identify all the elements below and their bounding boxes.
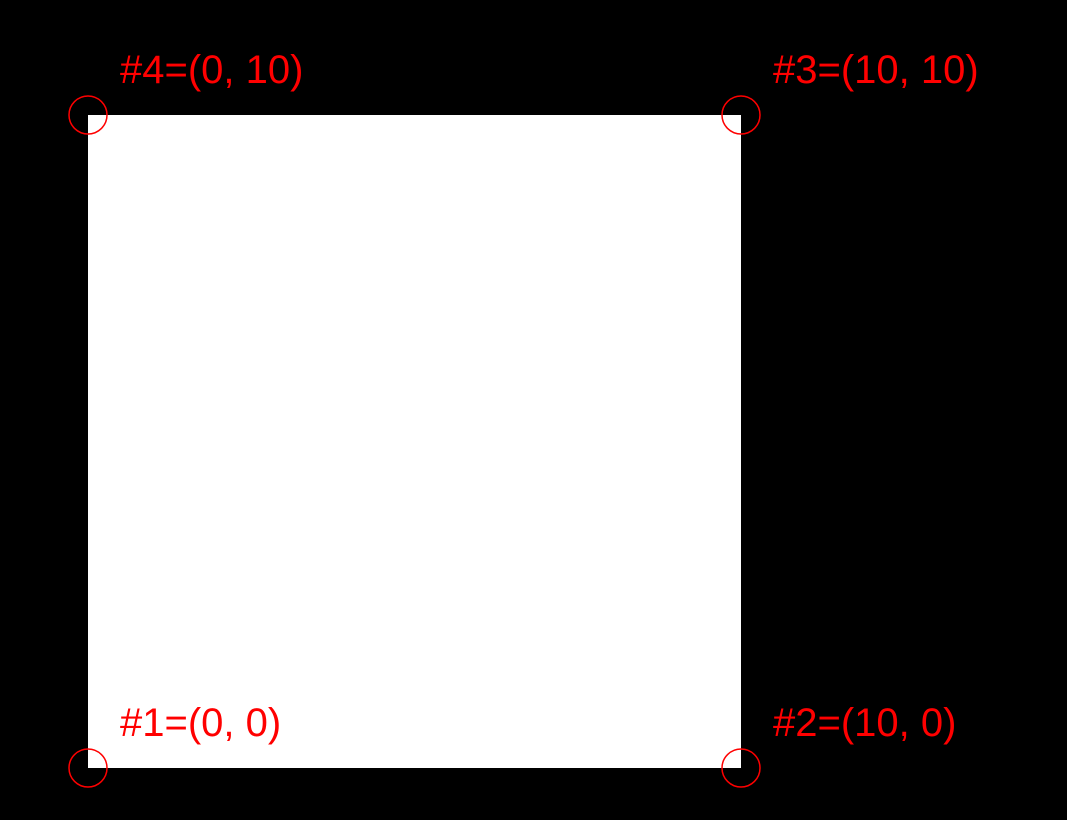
vertex-labels: #1=(0, 0) #2=(10, 0) #3=(10, 10) #4=(0, 10)	[120, 48, 979, 745]
vertex-1-marker	[68, 748, 108, 788]
vertex-3-marker	[721, 95, 761, 135]
vertex-2-label: #2=(10, 0)	[773, 701, 956, 745]
vertex-2-marker	[721, 748, 761, 788]
vertex-markers	[68, 95, 761, 788]
vertex-3-label: #3=(10, 10)	[773, 48, 979, 92]
bowtie-polygon	[88, 115, 741, 768]
vertex-4-label: #4=(0, 10)	[120, 48, 303, 92]
vertex-4-marker	[68, 95, 108, 135]
vertex-1-label: #1=(0, 0)	[120, 701, 281, 745]
